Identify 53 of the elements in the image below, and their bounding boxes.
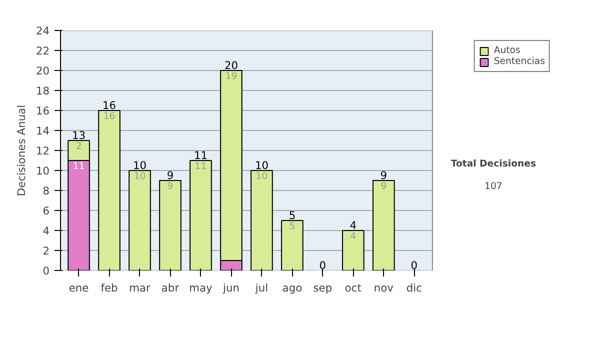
x-tick-label: jul <box>254 282 268 294</box>
total-label: 4 <box>350 219 357 232</box>
legend-label: Sentencias <box>494 56 545 67</box>
total-label: 9 <box>380 169 388 182</box>
total-label: 20 <box>224 59 238 72</box>
y-tick-label: 8 <box>42 184 50 198</box>
x-tick-label: ago <box>282 282 302 294</box>
y-tick-label: 6 <box>42 204 50 218</box>
x-tick-label: nov <box>374 282 394 294</box>
data-label: 9 <box>380 181 387 192</box>
text: 107 <box>484 180 502 192</box>
y-tick-label: 10 <box>36 164 50 178</box>
y-tick-label: 18 <box>36 84 50 98</box>
x-tick-label: oct <box>344 282 362 294</box>
data-label: 16 <box>103 111 116 122</box>
y-tick-label: 4 <box>42 224 50 238</box>
y-tick-label: 20 <box>36 64 50 78</box>
x-tick-label: abr <box>161 282 180 294</box>
total-label: 13 <box>72 129 86 142</box>
data-label: 11 <box>72 161 85 172</box>
y-tick-label: 22 <box>36 44 50 58</box>
total-label: 16 <box>102 99 116 112</box>
y-tick-label: 12 <box>36 144 50 158</box>
total-label: 10 <box>132 159 147 172</box>
data-label: 9 <box>167 181 174 192</box>
data-label: 5 <box>289 221 296 232</box>
x-tick-label: feb <box>100 282 118 294</box>
total-label: 11 <box>194 149 208 162</box>
x-tick-label: dic <box>406 282 422 294</box>
data-label: 10 <box>256 171 268 182</box>
y-tick-label: 0 <box>42 264 50 278</box>
data-label: 19 <box>225 71 238 82</box>
y-tick-label: 14 <box>36 124 50 138</box>
data-label: 11 <box>194 161 207 172</box>
data-label: 2 <box>76 141 82 152</box>
x-tick-label: jun <box>222 282 240 294</box>
total-label: 5 <box>288 209 296 222</box>
text: Total Decisiones <box>450 158 536 170</box>
y-tick-label: 16 <box>36 104 50 118</box>
legend-label: Autos <box>494 45 520 56</box>
y-tick-label: 2 <box>42 244 50 258</box>
x-tick-label: mar <box>129 282 152 294</box>
total-label: 9 <box>166 169 174 182</box>
total-label: 0 <box>410 259 418 272</box>
y-tick-label: 24 <box>36 24 50 38</box>
total-label: 0 <box>319 259 326 272</box>
data-label: 4 <box>350 231 356 242</box>
data-label: 10 <box>134 171 146 182</box>
x-tick-label: sep <box>313 282 332 294</box>
total-label: 10 <box>254 159 269 172</box>
x-tick-label: may <box>189 282 212 294</box>
y-axis-title: Decisiones Anual <box>14 104 28 196</box>
x-tick-label: ene <box>68 282 89 294</box>
